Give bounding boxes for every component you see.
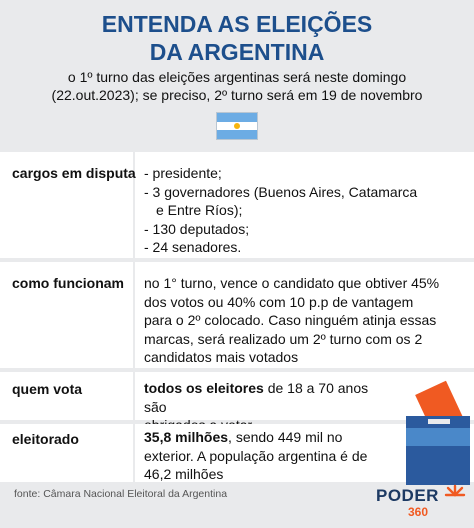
column-divider — [133, 372, 135, 420]
row-label: cargos em disputa — [12, 165, 136, 181]
poder360-logo: PODER 360 — [374, 484, 466, 520]
subtitle-line-1: o 1º turno das eleições argentinas será … — [67, 69, 407, 85]
row-label: eleitorado — [12, 431, 79, 447]
text-line: 35,8 milhões, sendo 449 mil no — [144, 428, 384, 447]
page-title: ENTENDA AS ELEIÇÕES DA ARGENTINA — [0, 10, 474, 66]
argentina-flag-icon — [216, 112, 258, 140]
logo-number: 360 — [408, 505, 429, 519]
column-divider — [133, 262, 135, 368]
text-line: para o 2º colocado. Caso ninguém atinja … — [144, 312, 437, 328]
logo-word: PODER — [376, 486, 439, 505]
subtitle: o 1º turno das eleições argentinas será … — [0, 68, 474, 104]
ballot-box-icon — [406, 380, 470, 485]
column-divider — [133, 424, 135, 482]
text-line: dos votos ou 40% com 10 p.p de vantagem — [144, 293, 414, 310]
row-cargos-em-disputa: cargos em disputa - presidente; - 3 gove… — [0, 152, 474, 258]
title-line-1: ENTENDA AS ELEIÇÕES — [101, 11, 373, 37]
text-line: marcas, será realizado um 2º turno com o… — [144, 330, 423, 347]
highlight-text: 35,8 milhões — [144, 429, 229, 445]
sun-of-may-icon — [234, 122, 240, 129]
list-item: - 24 senadores. — [144, 239, 242, 255]
logo-burst-icon — [444, 484, 466, 497]
list-item: - 3 governadores (Buenos Aires, Catamarc… — [144, 183, 418, 200]
column-divider — [133, 152, 135, 258]
text-rest: de 18 a 70 anos são — [144, 380, 369, 415]
text-line: exterior. A população argentina é de — [144, 447, 368, 464]
row-eleitorado: eleitorado 35,8 milhões, sendo 449 mil n… — [0, 424, 474, 482]
list-item: - 130 deputados; — [144, 220, 250, 237]
row-label: quem vota — [12, 381, 83, 397]
text-line: no 1° turno, vence o candidato que obtiv… — [144, 275, 440, 291]
text-rest: , sendo 449 mil no — [228, 429, 343, 445]
subtitle-line-2: (22.out.2023); se preciso, 2º turno será… — [51, 87, 423, 103]
row-content: no 1° turno, vence o candidato que obtiv… — [144, 274, 460, 367]
list-item: - presidente; — [144, 165, 222, 181]
row-como-funcionam: como funcionam no 1° turno, vence o cand… — [0, 262, 474, 368]
row-quem-vota: quem vota todos os eleitores de 18 a 70 … — [0, 372, 474, 433]
list-item-continuation: e Entre Ríos); — [156, 202, 243, 218]
text-line: candidatos mais votados — [144, 349, 299, 365]
row-content: - presidente; - 3 governadores (Buenos A… — [144, 164, 460, 257]
source-note: fonte: Câmara Nacional Eleitoral da Arge… — [14, 488, 228, 500]
row-label: como funcionam — [12, 275, 125, 291]
row-content: 35,8 milhões, sendo 449 mil no exterior.… — [144, 428, 384, 484]
text-line: 46,2 milhões — [144, 466, 224, 482]
title-line-2: DA ARGENTINA — [149, 39, 325, 65]
highlight-text: todos os eleitores — [144, 380, 264, 396]
text-line: todos os eleitores de 18 a 70 anos são — [144, 379, 384, 416]
